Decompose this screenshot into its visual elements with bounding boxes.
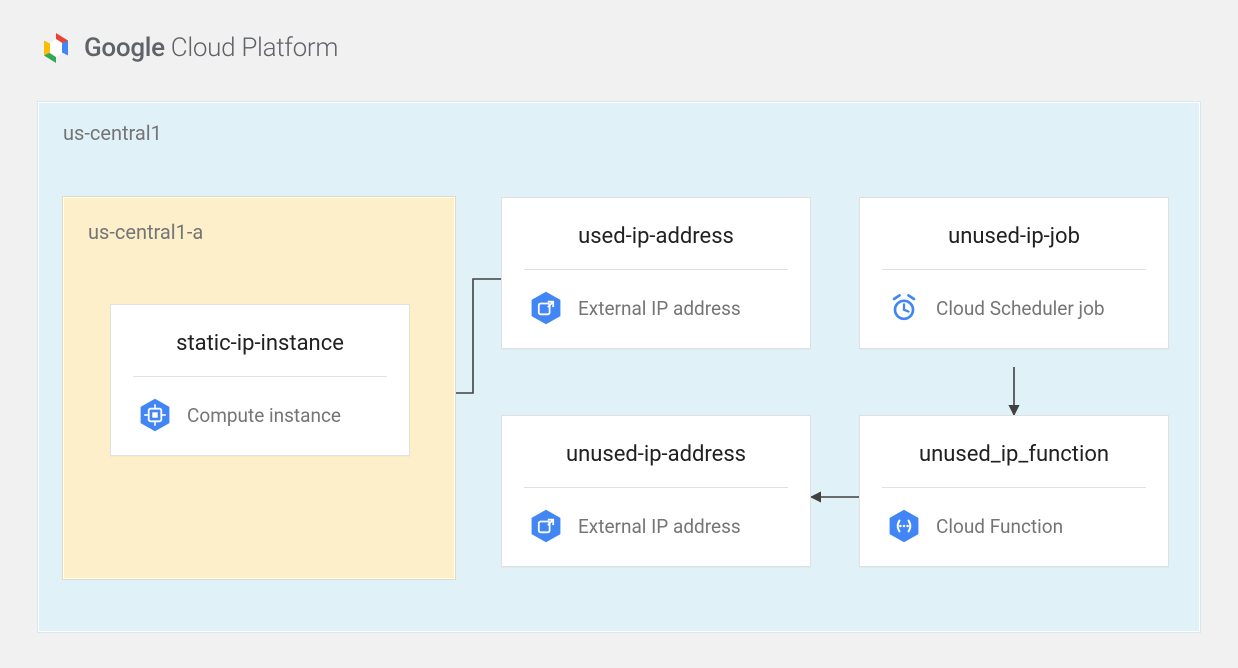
gcp-logo-text: Google Cloud Platform <box>84 33 338 63</box>
card-body: Compute instance <box>111 377 409 455</box>
scheduler-icon <box>886 290 922 326</box>
card-unused-ip-function: unused_ip_function Cloud Function <box>859 415 1169 567</box>
card-title: unused-ip-job <box>860 198 1168 269</box>
card-title: unused_ip_function <box>860 416 1168 487</box>
card-caption: Cloud Function <box>936 515 1063 538</box>
card-caption: Cloud Scheduler job <box>936 297 1105 320</box>
card-title: unused-ip-address <box>502 416 810 487</box>
card-static-ip-instance: static-ip-instance Compute instance <box>110 304 410 456</box>
card-body: Cloud Function <box>860 488 1168 566</box>
cloud-function-icon <box>886 508 922 544</box>
card-title: used-ip-address <box>502 198 810 269</box>
card-body: External IP address <box>502 488 810 566</box>
region-us-central1: us-central1 us-central1-a static-ip-inst… <box>38 102 1200 632</box>
logo-word-cloud-platform: Cloud Platform <box>165 33 338 63</box>
logo-word-google: Google <box>84 33 165 63</box>
card-unused-ip-job: unused-ip-job Cloud Scheduler job <box>859 197 1169 349</box>
card-caption: External IP address <box>578 297 741 320</box>
compute-icon <box>137 397 173 433</box>
card-title: static-ip-instance <box>111 305 409 376</box>
card-body: External IP address <box>502 270 810 348</box>
card-caption: Compute instance <box>187 404 341 427</box>
external-ip-icon <box>528 508 564 544</box>
external-ip-icon <box>528 290 564 326</box>
gcp-hex-icon <box>38 30 74 66</box>
gcp-logo-bar: Google Cloud Platform <box>38 30 338 66</box>
zone-label: us-central1-a <box>88 220 203 244</box>
card-caption: External IP address <box>578 515 741 538</box>
card-used-ip-address: used-ip-address External IP address <box>501 197 811 349</box>
region-label: us-central1 <box>63 121 162 145</box>
card-unused-ip-address: unused-ip-address External IP address <box>501 415 811 567</box>
card-body: Cloud Scheduler job <box>860 270 1168 348</box>
zone-us-central1-a: us-central1-a static-ip-instance Compute… <box>63 197 455 579</box>
